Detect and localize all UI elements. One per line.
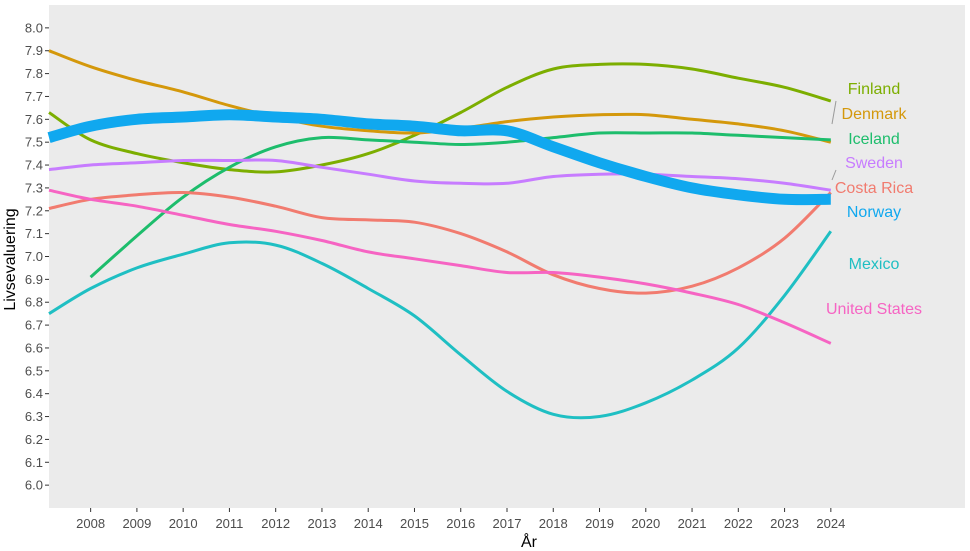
y-tick-label: 6.6 xyxy=(25,340,43,355)
y-tick-label: 6.3 xyxy=(25,409,43,424)
series-line-norway xyxy=(47,109,831,206)
y-tick-label: 6.9 xyxy=(25,272,43,287)
label-leader-line xyxy=(831,169,837,181)
x-tick-label: 2014 xyxy=(354,516,383,531)
x-tick-label: 2024 xyxy=(816,516,845,531)
y-tick-label: 6.4 xyxy=(25,386,43,401)
series-labels: Finland Denmark Iceland Sweden Costa Rica Nor… xyxy=(826,81,922,318)
x-tick-label: 2021 xyxy=(678,516,707,531)
label-leaders xyxy=(831,100,837,181)
y-tick-label: 7.3 xyxy=(25,180,43,195)
x-tick-label: 2018 xyxy=(539,516,568,531)
y-tick-label: 6.2 xyxy=(25,432,43,447)
x-tick-label: 2019 xyxy=(585,516,614,531)
series-line-united-states xyxy=(48,188,832,345)
x-tick-label: 2012 xyxy=(261,516,290,531)
series-line-mexico xyxy=(48,230,833,420)
y-tick-label: 7.4 xyxy=(25,158,43,173)
x-tick-label: 2011 xyxy=(215,516,243,531)
y-tick-label: 6.8 xyxy=(25,295,43,310)
series-label-norway: Norway xyxy=(847,204,901,221)
y-tick-label: 7.6 xyxy=(25,112,43,127)
series-line-sweden xyxy=(48,158,832,192)
x-tick-label: 2013 xyxy=(307,516,336,531)
series-lines xyxy=(47,49,833,420)
y-tick-label: 8.0 xyxy=(25,20,43,35)
y-tick-label: 7.5 xyxy=(25,135,43,150)
x-tick-label: 2022 xyxy=(724,516,753,531)
y-tick-label: 7.0 xyxy=(25,249,43,264)
x-tick-label: 2017 xyxy=(493,516,522,531)
series-line-costa-rica xyxy=(48,190,832,295)
y-tick-label: 6.0 xyxy=(25,478,43,493)
x-tick-label: 2016 xyxy=(446,516,475,531)
y-tick-label: 6.7 xyxy=(25,318,43,333)
x-tick-label: 2020 xyxy=(631,516,660,531)
y-axis: 6.0 6.1 6.2 6.3 6.4 6.5 6.6 6.7 6.8 6.9 7.0 7.1 7.2 7… xyxy=(25,20,49,493)
x-tick-label: 2008 xyxy=(76,516,105,531)
x-axis: 2008 2009 2010 2011 2012 2013 2014 2015 2016 2017… xyxy=(76,508,845,531)
y-tick-label: 7.7 xyxy=(25,89,43,104)
series-line-iceland xyxy=(89,131,831,279)
y-axis-title: Livsevaluering xyxy=(2,208,19,310)
series-label-denmark: Denmark xyxy=(842,106,908,123)
y-tick-label: 6.5 xyxy=(25,363,43,378)
y-tick-label: 7.1 xyxy=(25,226,43,241)
series-label-finland: Finland xyxy=(848,81,900,98)
x-tick-label: 2010 xyxy=(169,516,198,531)
x-tick-label: 2009 xyxy=(122,516,151,531)
series-label-united-states: United States xyxy=(826,301,922,318)
x-axis-title: År xyxy=(521,532,538,551)
x-tick-label: 2015 xyxy=(400,516,429,531)
plot-panel xyxy=(49,5,965,508)
series-label-mexico: Mexico xyxy=(849,256,900,273)
series-label-sweden: Sweden xyxy=(845,155,903,172)
label-leader-line xyxy=(831,100,837,125)
y-tick-label: 7.9 xyxy=(25,43,43,58)
y-tick-label: 7.2 xyxy=(25,203,43,218)
y-tick-label: 6.1 xyxy=(25,455,43,470)
series-label-iceland: Iceland xyxy=(848,131,900,148)
series-label-costa-rica: Costa Rica xyxy=(835,180,913,197)
y-tick-label: 7.8 xyxy=(25,66,43,81)
x-tick-label: 2023 xyxy=(770,516,799,531)
